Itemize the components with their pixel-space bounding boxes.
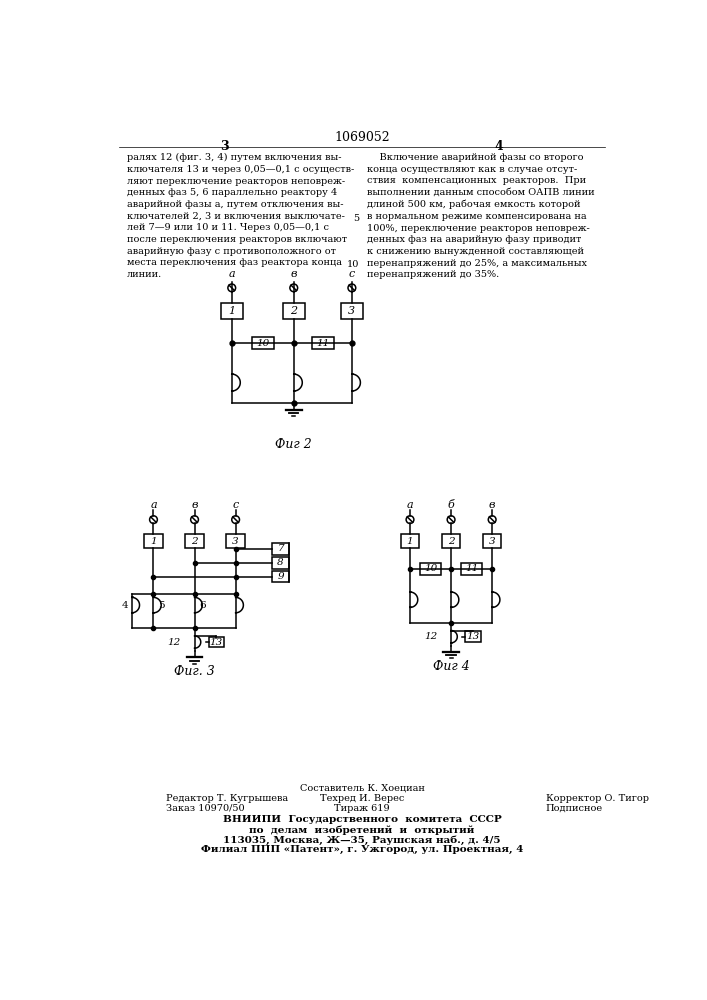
Text: Подписное: Подписное — [546, 804, 603, 813]
Text: 3: 3 — [349, 306, 356, 316]
Text: Фиг. 3: Фиг. 3 — [174, 665, 215, 678]
Text: 10: 10 — [256, 339, 269, 348]
Text: в: в — [192, 500, 198, 510]
Text: Техред И. Верес: Техред И. Верес — [320, 794, 404, 803]
Text: Тираж 619: Тираж 619 — [334, 804, 390, 813]
Bar — [341, 303, 363, 319]
Text: 10: 10 — [346, 260, 359, 269]
Bar — [420, 563, 441, 575]
Bar — [226, 534, 245, 548]
Text: 1069052: 1069052 — [334, 131, 390, 144]
Text: 9: 9 — [277, 572, 284, 581]
Text: Составитель К. Хоециан: Составитель К. Хоециан — [300, 784, 424, 793]
Text: 8: 8 — [277, 558, 284, 567]
Text: 3: 3 — [220, 140, 228, 153]
Bar — [483, 534, 501, 548]
Text: а: а — [407, 500, 414, 510]
Text: 12: 12 — [424, 632, 437, 641]
Text: 1: 1 — [228, 306, 235, 316]
Bar — [401, 534, 419, 548]
Text: Филиал ППП «Патент», г. Ужгород, ул. Проектная, 4: Филиал ППП «Патент», г. Ужгород, ул. Про… — [201, 845, 523, 854]
Bar — [272, 571, 289, 582]
Text: 2: 2 — [448, 537, 455, 546]
Bar — [312, 337, 334, 349]
Text: 7: 7 — [277, 544, 284, 553]
Text: Заказ 10970/50: Заказ 10970/50 — [166, 804, 245, 813]
Text: а: а — [228, 269, 235, 279]
Text: 3: 3 — [489, 537, 496, 546]
Text: 13: 13 — [209, 638, 223, 647]
Text: Корректор О. Тигор: Корректор О. Тигор — [546, 794, 648, 803]
Bar — [442, 534, 460, 548]
Bar — [465, 631, 481, 642]
Bar — [221, 303, 243, 319]
Text: 11: 11 — [316, 339, 329, 348]
Text: 4: 4 — [495, 140, 503, 153]
Text: 3: 3 — [233, 537, 239, 546]
Bar — [252, 337, 274, 349]
Text: с: с — [233, 500, 239, 510]
Text: 5: 5 — [158, 601, 165, 610]
Bar — [461, 563, 482, 575]
Text: Фиг 2: Фиг 2 — [275, 438, 312, 451]
Text: по  делам  изобретений  и  открытий: по делам изобретений и открытий — [250, 825, 474, 835]
Text: 11: 11 — [465, 564, 478, 573]
Text: а: а — [150, 500, 157, 510]
Bar — [272, 557, 289, 569]
Text: 10: 10 — [424, 564, 437, 573]
Text: 6: 6 — [199, 601, 206, 610]
Text: 113035, Москва, Ж—35, Раушская наб., д. 4/5: 113035, Москва, Ж—35, Раушская наб., д. … — [223, 835, 501, 845]
Text: Редактор Т. Кугрышева: Редактор Т. Кугрышева — [166, 794, 288, 803]
Text: в: в — [489, 500, 496, 510]
Text: Включение аварийной фазы со второго
конца осуществляют как в случае отсут-
ствия: Включение аварийной фазы со второго конц… — [368, 153, 595, 279]
Bar — [283, 303, 305, 319]
Bar — [272, 543, 289, 555]
Text: б: б — [448, 500, 455, 510]
Text: ралях 12 (фиг. 3, 4) путем включения вы-
ключателя 13 и через 0,05—0,1 с осущест: ралях 12 (фиг. 3, 4) путем включения вы-… — [127, 153, 354, 279]
Bar — [209, 637, 224, 647]
Text: с: с — [349, 269, 355, 279]
Text: в: в — [291, 269, 297, 279]
Bar — [144, 534, 163, 548]
Text: ВНИИПИ  Государственного  комитета  СССР: ВНИИПИ Государственного комитета СССР — [223, 815, 501, 824]
Text: 1: 1 — [407, 537, 414, 546]
Text: 13: 13 — [466, 632, 479, 641]
Text: 12: 12 — [168, 638, 180, 647]
Text: 5: 5 — [353, 214, 359, 223]
Text: Фиг 4: Фиг 4 — [433, 660, 469, 673]
Text: 2: 2 — [191, 537, 198, 546]
Text: 1: 1 — [150, 537, 157, 546]
Text: 2: 2 — [290, 306, 298, 316]
Bar — [185, 534, 204, 548]
Text: 4: 4 — [122, 601, 129, 610]
